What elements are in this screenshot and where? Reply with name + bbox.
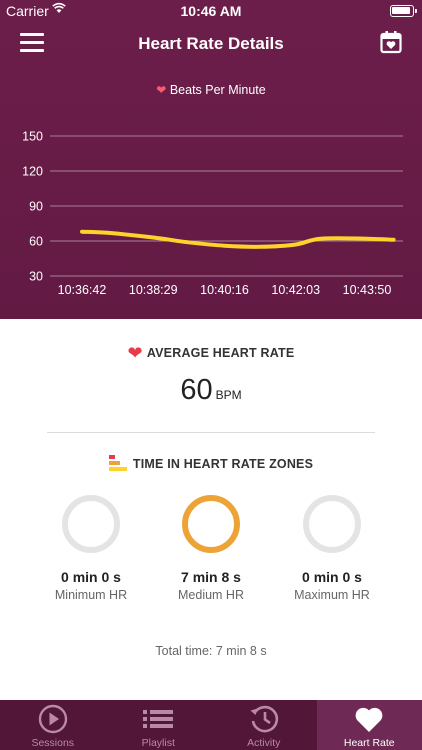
zone-duration: 0 min 0 s (61, 569, 121, 585)
tab-label: Playlist (141, 737, 175, 749)
tab-bar: Sessions Playlist Activity Heart Rate (0, 700, 422, 750)
heart-rate-series-line (80, 229, 396, 249)
chart-svg: 150 120 90 60 30 10:36:42 10:38:29 10:40:16 10:4… (22, 130, 403, 297)
average-bpm-number: 60 (180, 374, 213, 406)
history-icon (250, 705, 278, 733)
zone-ring (62, 495, 120, 553)
y-tick-label: 150 (22, 130, 43, 144)
zone-label: Maximum HR (294, 588, 370, 602)
list-icon (143, 710, 174, 728)
tab-sessions[interactable]: Sessions (0, 700, 106, 750)
zone-maximum: 0 min 0 s Maximum HR (272, 495, 392, 602)
zones-bars-icon (108, 455, 127, 471)
zone-duration: 0 min 0 s (302, 569, 362, 585)
zone-medium: 7 min 8 s Medium HR (151, 495, 271, 602)
heart-icon: ❤ (127, 343, 143, 363)
tab-heart-rate[interactable]: Heart Rate (316, 700, 422, 750)
battery-icon (390, 5, 417, 17)
header-panel: Carrier 10:46 AM Heart Rate Details ❤ Be… (0, 0, 422, 319)
zone-label: Minimum HR (54, 588, 128, 602)
section-divider (47, 432, 375, 433)
carrier-label: Carrier (6, 3, 49, 19)
status-time: 10:46 AM (180, 3, 242, 19)
wifi-icon (52, 2, 66, 13)
zone-ring (182, 495, 240, 553)
status-bar: Carrier 10:46 AM (0, 0, 422, 22)
play-circle-icon (38, 704, 67, 734)
x-tick-label: 10:40:16 (200, 283, 249, 297)
zones-title: TIME IN HEART RATE ZONES (132, 457, 314, 471)
navigation-bar: Heart Rate Details (0, 22, 422, 66)
zone-minimum: 0 min 0 s Minimum HR (31, 495, 151, 602)
zone-label: Medium HR (178, 588, 244, 602)
chart-legend: ❤ Beats Per Minute (0, 83, 422, 97)
heart-icon (355, 707, 383, 732)
y-tick-label: 120 (22, 165, 43, 179)
y-tick-label: 30 (29, 270, 43, 284)
average-bpm-unit: BPM (215, 388, 242, 402)
tab-label: Sessions (31, 737, 75, 749)
page-title: Heart Rate Details (138, 34, 284, 53)
average-heart-rate-value: 60 BPM (0, 374, 422, 407)
heart-rate-zones-heading: TIME IN HEART RATE ZONES (0, 455, 422, 471)
average-title: AVERAGE HEART RATE (146, 346, 295, 360)
tab-label: Activity (247, 737, 281, 749)
tab-label: Heart Rate (343, 737, 395, 749)
heart-rate-chart: 150 120 90 60 30 10:36:42 10:38:29 10:40:16 10:4… (0, 120, 422, 310)
legend-heart-icon: ❤ (156, 83, 167, 97)
zone-ring (303, 495, 361, 553)
tab-playlist[interactable]: Playlist (106, 700, 212, 750)
calendar-heart-icon[interactable] (380, 30, 402, 54)
x-tick-label: 10:42:03 (271, 283, 320, 297)
x-tick-label: 10:38:29 (129, 283, 178, 297)
x-tick-label: 10:43:50 (343, 283, 392, 297)
tab-activity[interactable]: Activity (211, 700, 317, 750)
legend-label: Beats Per Minute (169, 83, 266, 97)
average-heart-rate-heading: ❤ AVERAGE HEART RATE (0, 343, 422, 364)
y-tick-label: 90 (29, 200, 43, 214)
menu-icon[interactable] (20, 33, 44, 53)
x-tick-label: 10:36:42 (58, 283, 107, 297)
zone-duration: 7 min 8 s (181, 569, 241, 585)
total-time: Total time: 7 min 8 s (155, 644, 267, 658)
y-tick-label: 60 (29, 235, 43, 249)
